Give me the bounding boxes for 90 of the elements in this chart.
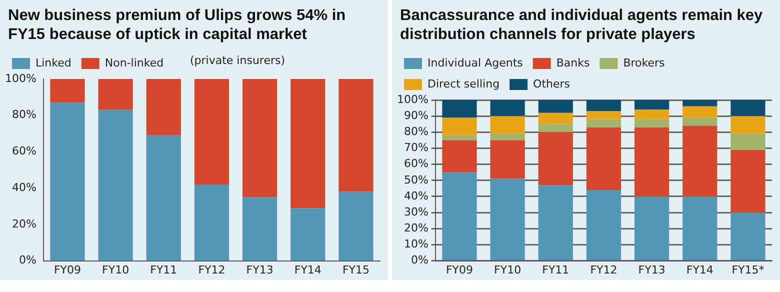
bar xyxy=(634,196,670,260)
x-tick-label: FY11 xyxy=(542,263,570,276)
x-tick-label: FY09 xyxy=(54,263,82,276)
legend-label: Non-linked xyxy=(104,56,164,70)
bar xyxy=(634,100,670,110)
x-tick-label: FY15 xyxy=(342,263,370,276)
bar xyxy=(586,100,622,112)
bar xyxy=(682,118,718,126)
y-tick-label: 0% xyxy=(18,254,36,267)
x-tick-label: FY12 xyxy=(198,263,226,276)
y-tick-label: 50% xyxy=(404,173,428,186)
bar xyxy=(194,79,230,184)
bar xyxy=(586,127,622,190)
legend-label: Brokers xyxy=(623,56,666,70)
bar xyxy=(490,134,525,140)
bar xyxy=(586,119,622,128)
legend-label: Individual Agents xyxy=(428,56,524,70)
bar xyxy=(682,126,718,196)
bar xyxy=(98,79,133,110)
chart-title: New business premium of Ulips grows 54% in FY15 because of uptick in capital market xyxy=(7,6,347,45)
bar xyxy=(50,102,85,261)
y-tick-label: 60% xyxy=(12,144,36,158)
bar xyxy=(242,197,278,261)
legend-label: Banks xyxy=(556,56,590,70)
bar xyxy=(538,112,573,124)
bar xyxy=(730,150,766,213)
bar xyxy=(730,134,766,150)
x-tick-label: FY15* xyxy=(732,263,765,276)
x-tick-label: FY13 xyxy=(246,263,274,276)
bar xyxy=(634,127,670,196)
bar xyxy=(194,184,230,261)
x-tick-label: FY14 xyxy=(686,263,714,276)
bar xyxy=(730,100,766,116)
bar xyxy=(634,110,670,120)
y-tick-label: 40% xyxy=(12,180,36,194)
x-tick-label: FY09 xyxy=(446,263,474,276)
bar xyxy=(338,192,374,261)
y-tick-label: 30% xyxy=(404,205,428,218)
bar xyxy=(338,79,374,192)
y-tick-label: 10% xyxy=(404,238,428,251)
bar xyxy=(538,100,573,113)
bar xyxy=(538,185,573,260)
y-tick-label: 70% xyxy=(404,141,428,154)
bar xyxy=(490,116,525,134)
x-tick-label: FY12 xyxy=(590,263,618,276)
bar xyxy=(586,190,622,260)
text: (private insurers) xyxy=(190,54,286,67)
y-tick-label: 80% xyxy=(404,125,428,138)
y-tick-label: 100% xyxy=(396,92,428,106)
bar xyxy=(682,100,718,106)
bar xyxy=(242,79,278,198)
y-tick-label: 40% xyxy=(404,189,428,202)
bar xyxy=(50,79,85,103)
bar xyxy=(586,111,622,120)
bar xyxy=(442,118,477,136)
bar xyxy=(146,79,181,136)
bar xyxy=(290,79,326,208)
bar xyxy=(490,178,525,260)
bar xyxy=(290,208,326,261)
legend-label: Linked xyxy=(36,56,72,70)
x-tick-label: FY11 xyxy=(150,263,178,276)
bar xyxy=(730,212,766,260)
legend-label: Direct selling xyxy=(428,77,500,90)
y-tick-label: 100% xyxy=(4,72,36,85)
y-tick-label: 20% xyxy=(404,222,428,234)
bar xyxy=(682,196,718,260)
bar xyxy=(682,106,718,118)
y-tick-label: 80% xyxy=(12,108,36,122)
y-tick-label: 0% xyxy=(410,254,428,267)
bar xyxy=(538,124,573,132)
bar xyxy=(490,100,525,116)
x-tick-label: FY13 xyxy=(638,263,666,276)
bar xyxy=(98,110,133,261)
bar xyxy=(146,135,181,261)
y-tick-label: 60% xyxy=(404,157,428,170)
bar xyxy=(442,172,477,260)
bar xyxy=(442,100,477,118)
x-tick-label: FY14 xyxy=(294,263,322,276)
x-tick-label: FY10 xyxy=(102,263,130,276)
y-tick-label: 20% xyxy=(12,217,36,230)
bar xyxy=(490,140,525,179)
bar xyxy=(730,116,766,134)
bar xyxy=(442,135,477,140)
bar xyxy=(442,140,477,172)
y-tick-label: 90% xyxy=(404,108,428,122)
chart-title: Bancassurance and individual agents remain key distribution channels for private players xyxy=(399,6,764,45)
x-tick-label: FY10 xyxy=(494,263,522,276)
bar xyxy=(538,132,573,186)
legend-label: Others xyxy=(533,77,570,90)
bar xyxy=(634,119,670,128)
